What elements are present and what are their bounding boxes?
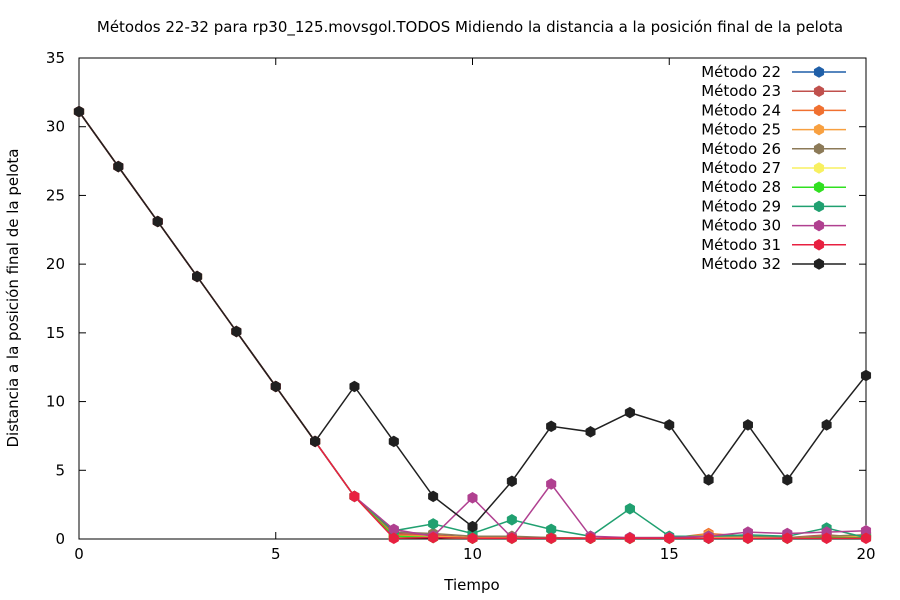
data-point — [742, 419, 753, 431]
legend-entry: Método 29 — [701, 197, 846, 215]
data-point — [231, 325, 242, 338]
data-point — [664, 532, 675, 545]
legend-swatch-marker — [813, 219, 825, 232]
y-tick-label: 20 — [46, 255, 65, 273]
legend-label: Método 23 — [701, 82, 781, 100]
legend-label: Método 31 — [701, 236, 781, 254]
data-point — [664, 419, 675, 431]
legend-label: Método 27 — [701, 159, 781, 177]
legend-swatch-marker — [813, 200, 825, 213]
legend-label: Método 26 — [701, 140, 781, 158]
axis-ticks: 0 5 10 15 20 0 5 10 15 20 25 30 35 — [46, 49, 876, 563]
legend-swatch-marker — [813, 104, 825, 117]
data-point — [113, 160, 124, 173]
data-point — [428, 531, 439, 544]
data-point — [388, 435, 399, 448]
y-tick-label: 10 — [46, 393, 65, 411]
x-tick-label: 5 — [271, 545, 281, 563]
data-point — [624, 532, 635, 545]
legend-label: Método 30 — [701, 217, 781, 235]
data-point — [624, 503, 635, 515]
legend-entry: Método 28 — [701, 178, 846, 196]
legend-swatch-marker — [813, 123, 825, 136]
chart-title: Métodos 22-32 para rp30_125.movsgol.TODO… — [97, 18, 843, 37]
data-point — [349, 380, 360, 393]
legend-entry: Método 23 — [701, 82, 846, 100]
x-tick-label: 15 — [660, 545, 679, 563]
legend-swatch-marker — [813, 66, 825, 78]
x-tick-label: 20 — [856, 545, 875, 563]
data-point — [703, 532, 714, 545]
legend-label: Método 29 — [701, 197, 781, 215]
legend-label: Método 32 — [701, 255, 781, 273]
legend-label: Método 25 — [701, 121, 781, 139]
legend-swatch-marker — [813, 258, 825, 270]
series-11 — [73, 105, 872, 533]
legend-label: Método 22 — [701, 63, 781, 81]
legend-swatch-marker — [813, 239, 825, 251]
data-point — [467, 492, 478, 504]
legend-swatch-marker — [813, 162, 825, 174]
y-tick-label: 35 — [46, 49, 65, 67]
data-point — [310, 435, 321, 448]
y-tick-label: 0 — [55, 530, 65, 548]
data-point — [192, 270, 203, 283]
data-point — [506, 514, 517, 526]
data-point — [782, 532, 793, 545]
legend-entry: Método 30 — [701, 217, 846, 235]
legend-entry: Método 31 — [701, 236, 846, 254]
data-point — [506, 532, 517, 545]
legend-entry: Método 24 — [701, 101, 846, 119]
series-layer — [73, 105, 872, 545]
data-point — [270, 380, 281, 393]
y-tick-label: 15 — [46, 324, 65, 342]
data-point — [860, 369, 872, 382]
legend-label: Método 28 — [701, 178, 781, 196]
y-tick-label: 25 — [46, 186, 65, 204]
legend-entry: Método 22 — [701, 63, 846, 81]
data-point — [546, 420, 557, 433]
data-point — [349, 490, 360, 503]
y-tick-label: 5 — [55, 461, 65, 479]
data-point — [821, 532, 832, 545]
data-point — [585, 532, 596, 545]
legend-entry: Método 25 — [701, 121, 846, 139]
legend-entry: Método 32 — [701, 255, 846, 273]
data-point — [428, 518, 439, 530]
data-point — [821, 419, 832, 431]
legend-swatch-marker — [813, 181, 825, 193]
y-axis-label: Distancia a la posición final de la pelo… — [4, 148, 22, 447]
data-point — [624, 406, 635, 419]
x-axis-label: Tiempo — [443, 576, 499, 594]
data-point — [585, 426, 596, 438]
data-point — [152, 215, 163, 228]
data-point — [703, 474, 714, 486]
data-point — [546, 532, 557, 545]
data-point — [742, 532, 753, 545]
data-point — [506, 475, 517, 488]
data-point — [546, 478, 557, 490]
data-point — [860, 532, 872, 545]
data-point — [782, 474, 793, 486]
legend-label: Método 24 — [701, 101, 781, 119]
data-point — [467, 532, 478, 545]
legend-swatch-marker — [813, 85, 825, 97]
data-point — [467, 520, 478, 533]
legend-swatch-marker — [813, 143, 825, 155]
legend-entry: Método 27 — [701, 159, 846, 177]
data-point — [428, 490, 439, 503]
data-point — [388, 532, 399, 545]
y-tick-label: 30 — [46, 118, 65, 136]
data-point — [73, 105, 85, 118]
x-tick-label: 0 — [74, 545, 84, 563]
legend-entry: Método 26 — [701, 140, 846, 158]
x-tick-label: 10 — [463, 545, 482, 563]
